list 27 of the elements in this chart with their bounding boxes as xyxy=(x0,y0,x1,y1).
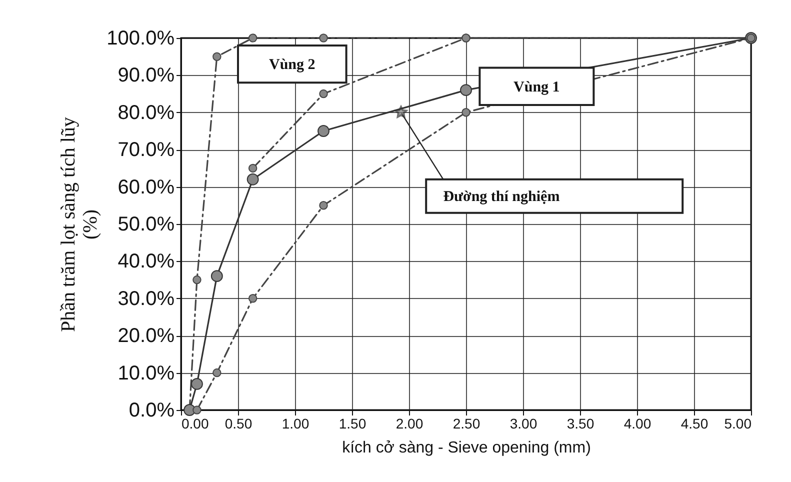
x-tick-label: 3.50 xyxy=(566,416,594,432)
x-tick-label: 4.50 xyxy=(680,416,708,432)
x-tick-label: 2.50 xyxy=(452,416,480,432)
x-tick-label: 4.00 xyxy=(624,416,652,432)
y-tick-label: 10.0% xyxy=(118,362,175,384)
y-tick-label: 70.0% xyxy=(118,139,175,162)
y-tick-label: 90.0% xyxy=(118,64,175,87)
x-tick-label: 2.00 xyxy=(396,416,424,432)
y-tick-label: 30.0% xyxy=(118,288,175,310)
y-tick-label: 50.0% xyxy=(118,214,175,236)
y-tick-label: 60.0% xyxy=(118,176,175,198)
x-tick-label: 3.00 xyxy=(510,416,538,432)
x-tick-label: 5.00 xyxy=(724,416,752,432)
annotation: Vùng 2 xyxy=(269,57,316,74)
annotation: Vùng 1 xyxy=(514,79,560,96)
y-tick-label: 80.0% xyxy=(118,102,175,124)
x-tick-label: 1.50 xyxy=(338,416,366,432)
y-tick-label: 20.0% xyxy=(118,325,175,348)
y-tick-label: 100.0% xyxy=(106,28,175,50)
y-tick-label: 40.0% xyxy=(118,250,175,273)
x-axis-title: kích cở sàng - Sieve opening (mm) xyxy=(342,440,591,456)
y-axis-title: Phần trăm lọt sàng tích lũy (%) xyxy=(58,117,102,332)
annotation: Đường thí nghiệm xyxy=(443,189,560,206)
x-tick-label: 0.00 xyxy=(182,416,209,432)
y-tick-label: 0.0% xyxy=(128,400,175,422)
x-tick-label: 1.00 xyxy=(282,416,310,432)
x-tick-label: 0.50 xyxy=(224,416,252,432)
